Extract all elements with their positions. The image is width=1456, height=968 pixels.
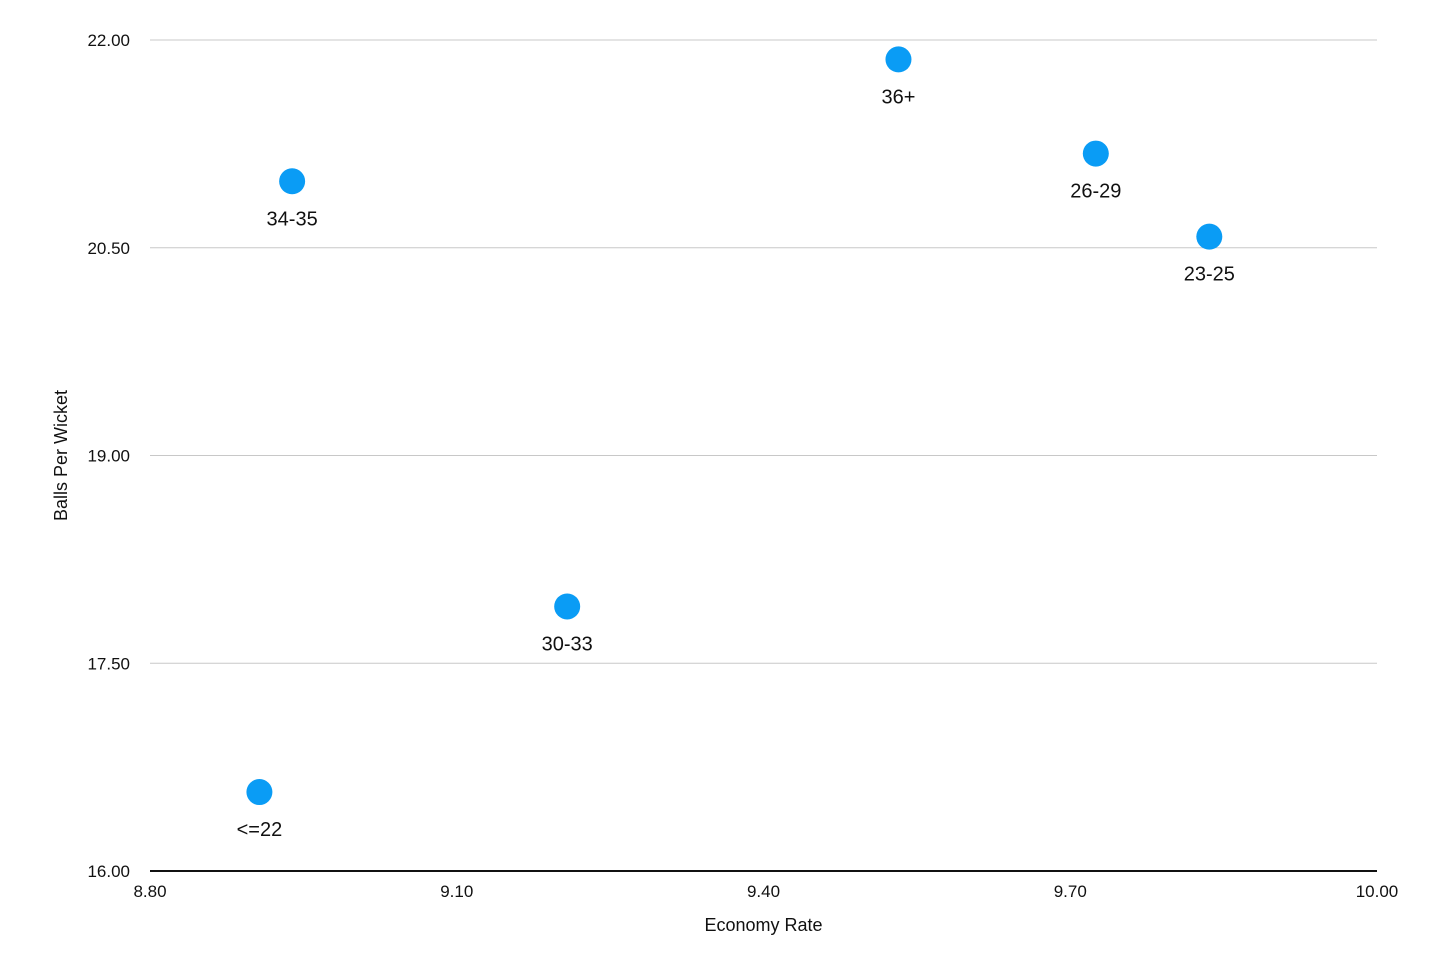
- y-axis-ticks: 16.00 17.50 19.00 20.50 22.00: [87, 31, 130, 881]
- x-tick-label: 8.80: [133, 882, 166, 901]
- data-point-label: 30-33: [542, 633, 593, 655]
- data-point: [246, 779, 273, 806]
- data-point: [554, 593, 581, 620]
- x-axis-ticks: 8.80 9.10 9.40 9.70 10.00: [133, 882, 1398, 901]
- gridlines: [150, 39, 1377, 664]
- y-tick-label: 19.00: [87, 447, 130, 466]
- x-axis-title: Economy Rate: [704, 915, 822, 935]
- data-point-label: 26-29: [1070, 181, 1121, 203]
- data-point-label: 36+: [882, 86, 916, 108]
- y-tick-label: 17.50: [87, 654, 130, 673]
- data-point: [1196, 223, 1223, 250]
- data-point-label: 34-35: [267, 208, 318, 230]
- data-point: [1082, 140, 1109, 167]
- y-axis-title: Balls Per Wicket: [51, 390, 71, 521]
- x-tick-label: 10.00: [1356, 882, 1399, 901]
- y-tick-label: 16.00: [87, 862, 130, 881]
- data-point-label: 23-25: [1184, 264, 1235, 286]
- x-tick-label: 9.10: [440, 882, 473, 901]
- y-tick-label: 20.50: [87, 239, 130, 258]
- x-tick-label: 9.70: [1054, 882, 1087, 901]
- data-point: [885, 46, 912, 73]
- y-tick-label: 22.00: [87, 31, 130, 50]
- x-tick-label: 9.40: [747, 882, 780, 901]
- data-points: <=22 34-35 30-33 36+ 26-29 23-25: [237, 46, 1235, 841]
- data-point: [279, 168, 306, 195]
- data-point-label: <=22: [237, 819, 283, 841]
